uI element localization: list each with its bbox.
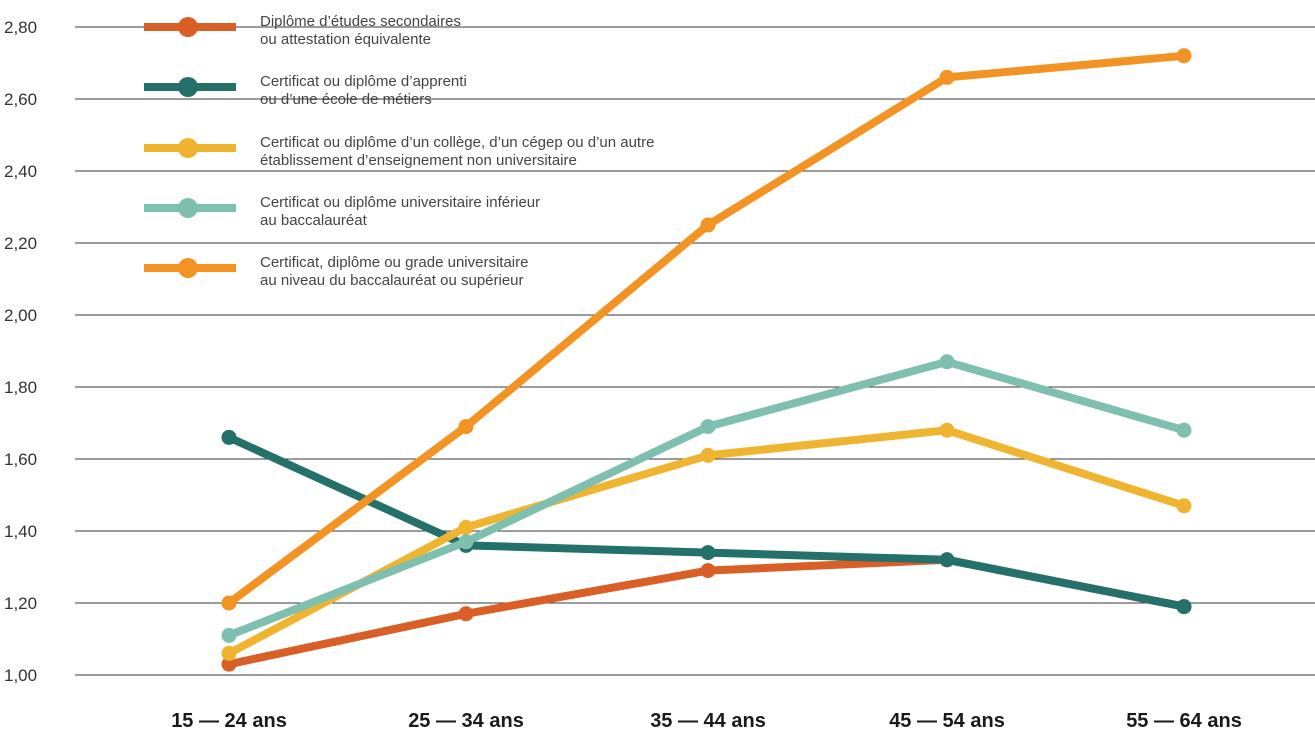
- x-tick-label: 55 — 64 ans: [1126, 710, 1242, 732]
- data-point: [939, 422, 955, 438]
- data-point: [700, 563, 716, 579]
- data-point: [458, 606, 474, 622]
- y-tick-label: 2,00: [4, 306, 37, 325]
- data-point: [221, 429, 237, 445]
- legend-swatch-marker: [178, 198, 198, 218]
- data-point: [700, 217, 716, 233]
- data-point: [221, 656, 237, 672]
- legend-swatch-marker: [178, 77, 198, 97]
- data-point: [939, 69, 955, 85]
- series-line: [225, 426, 1188, 658]
- data-point: [458, 519, 474, 535]
- y-tick-label: 2,20: [4, 234, 37, 253]
- data-point: [221, 645, 237, 661]
- legend-label: au baccalauréat: [260, 212, 368, 229]
- series-3: [221, 422, 1192, 661]
- legend-swatch-marker: [178, 17, 198, 37]
- data-point: [1176, 48, 1192, 64]
- series-5: [221, 48, 1192, 611]
- legend-swatch-marker: [178, 138, 198, 158]
- axes: 1,00 1,20 1,40 1,60 1,80 2,00 2,20 2,40 2,60 2,80…: [4, 18, 1242, 732]
- data-point: [1176, 498, 1192, 514]
- legend-label: Certificat, diplôme ou grade universitai…: [260, 254, 528, 271]
- legend-item: Certificat ou diplôme universitaire infé…: [144, 194, 540, 229]
- data-point: [700, 447, 716, 463]
- legend-label: Certificat ou diplôme d’apprenti: [260, 73, 467, 90]
- grid: [75, 26, 1315, 676]
- legend-label: établissement d’enseignement non univers…: [260, 152, 577, 169]
- y-tick-label: 1,40: [4, 522, 37, 541]
- y-tick-label: 2,40: [4, 162, 37, 181]
- x-tick-label: 15 — 24 ans: [171, 710, 287, 732]
- data-point: [700, 545, 716, 561]
- data-point: [1176, 599, 1192, 615]
- legend-label: au niveau du baccalauréat ou supérieur: [260, 272, 524, 289]
- data-point: [700, 419, 716, 435]
- y-tick-label: 1,20: [4, 594, 37, 613]
- series-1: [221, 552, 1192, 672]
- legend-swatch-marker: [178, 258, 198, 278]
- legend-item: Certificat ou diplôme d’un collège, d’un…: [144, 134, 654, 169]
- legend-label: ou attestation équivalente: [260, 31, 431, 48]
- data-point: [458, 534, 474, 550]
- x-tick-label: 25 — 34 ans: [408, 710, 524, 732]
- legend-label: Certificat ou diplôme universitaire infé…: [260, 194, 540, 211]
- series-4: [221, 354, 1192, 643]
- series-2: [221, 429, 1192, 615]
- legend-label: Diplôme d’études secondaires: [260, 13, 461, 30]
- x-tick-label: 45 — 54 ans: [889, 710, 1005, 732]
- y-tick-label: 1,80: [4, 378, 37, 397]
- data-point: [939, 552, 955, 568]
- data-point: [221, 627, 237, 643]
- legend-label: Certificat ou diplôme d’un collège, d’un…: [260, 134, 654, 151]
- legend-background: [128, 6, 770, 306]
- y-tick-label: 2,80: [4, 18, 37, 37]
- series: [221, 48, 1192, 672]
- y-tick-label: 1,60: [4, 450, 37, 469]
- y-tick-label: 1,00: [4, 666, 37, 685]
- legend-item: Certificat, diplôme ou grade universitai…: [144, 254, 528, 289]
- data-point: [458, 419, 474, 435]
- y-tick-label: 2,60: [4, 90, 37, 109]
- data-point: [1176, 422, 1192, 438]
- legend-label: ou d’une école de métiers: [260, 91, 432, 108]
- x-tick-label: 35 — 44 ans: [650, 710, 766, 732]
- data-point: [939, 354, 955, 370]
- data-point: [221, 595, 237, 611]
